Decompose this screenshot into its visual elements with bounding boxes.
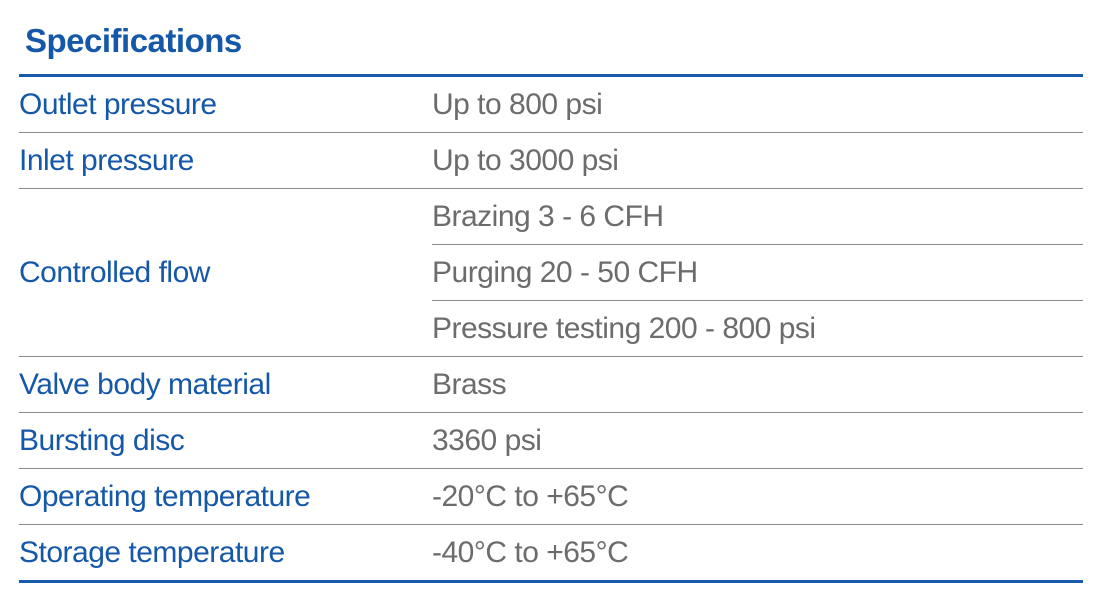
row-label: Controlled flow [19,255,210,289]
row-value-group: Brazing 3 - 6 CFH Purging 20 - 50 CFH Pr… [432,189,1083,356]
row-value: Purging 20 - 50 CFH [432,245,1083,301]
spec-table: Outlet pressure Up to 800 psi Inlet pres… [19,74,1083,583]
row-value: Brass [432,367,507,401]
table-row-controlled-flow: Controlled flow Brazing 3 - 6 CFH Purgin… [19,189,1083,357]
row-label: Valve body material [19,367,271,401]
page-title: Specifications [25,22,242,59]
table-row-valve-body-material: Valve body material Brass [19,357,1083,413]
table-row-bursting-disc: Bursting disc 3360 psi [19,413,1083,469]
row-value: Up to 800 psi [432,87,603,121]
row-value: -40°C to +65°C [432,535,629,569]
row-value: Up to 3000 psi [432,143,619,177]
row-label: Outlet pressure [19,87,217,121]
specifications-section: Specifications Outlet pressure Up to 800… [19,0,1083,583]
row-value: -20°C to +65°C [432,479,629,513]
row-label: Inlet pressure [19,143,194,177]
row-value: Brazing 3 - 6 CFH [432,189,1083,245]
table-row-inlet-pressure: Inlet pressure Up to 3000 psi [19,133,1083,189]
table-row-storage-temperature: Storage temperature -40°C to +65°C [19,525,1083,580]
row-value: 3360 psi [432,423,542,457]
row-value: Pressure testing 200 - 800 psi [432,311,816,345]
table-row-operating-temperature: Operating temperature -20°C to +65°C [19,469,1083,525]
row-label: Operating temperature [19,479,311,513]
row-label: Storage temperature [19,535,285,569]
table-row-outlet-pressure: Outlet pressure Up to 800 psi [19,77,1083,133]
row-label: Bursting disc [19,423,185,457]
